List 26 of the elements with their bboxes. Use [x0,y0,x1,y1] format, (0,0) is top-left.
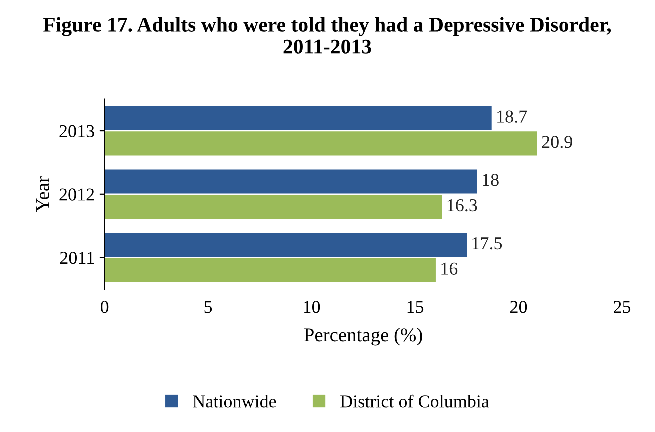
y-tick-label: 2012 [60,188,94,201]
x-tick-label: 0 [100,301,109,314]
y-axis-title: Year [36,176,50,212]
data-label: 17.5 [472,238,502,250]
data-label: 18.7 [498,110,528,123]
data-label: 20.9 [542,136,572,148]
bar [104,170,478,194]
x-tick-label: 5 [204,301,212,314]
bar [104,106,492,130]
chart-title: Figure 17. Adults who were told they had a Depressive Disorder, 2011-2013 [43,17,612,54]
data-label: 16.3 [448,199,478,212]
y-tick-label: 2011 [60,252,94,264]
legend-label: District of Columbia [340,394,490,408]
x-axis-title: Percentage (%) [304,328,422,346]
x-tick-label: 25 [614,301,631,314]
bar [104,233,468,258]
legend-label: Nationwide [193,395,276,408]
y-tick-label: 2013 [60,125,94,138]
bar [104,195,442,220]
bar [104,258,436,282]
data-label: 18 [483,174,499,186]
x-tick-label: 20 [510,301,528,314]
x-tick-label: 10 [304,301,320,314]
bar [104,132,538,156]
data-label: 16 [442,262,458,275]
x-tick-label: 15 [408,301,424,314]
